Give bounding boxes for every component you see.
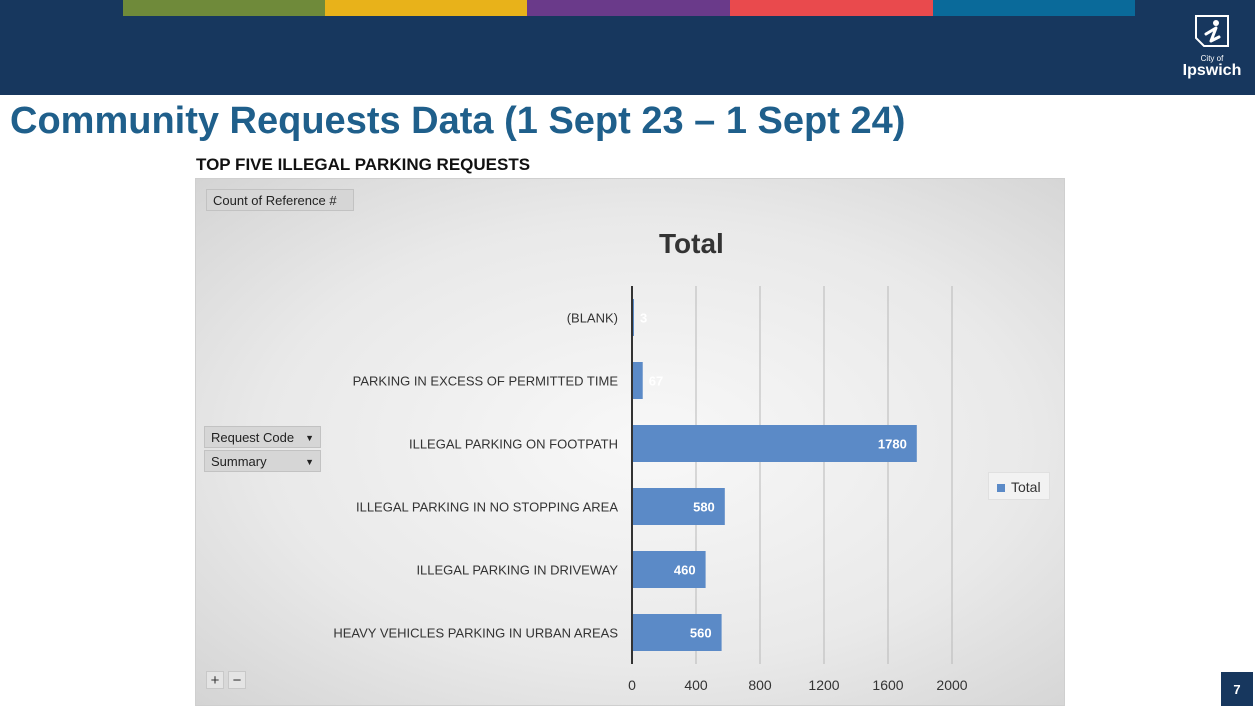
- summary-filter-button[interactable]: Summary ▼: [204, 450, 321, 472]
- x-tick-label: 400: [684, 677, 708, 693]
- request-code-filter-button[interactable]: Request Code ▼: [204, 426, 321, 448]
- category-label: (BLANK): [567, 311, 618, 326]
- x-tick-label: 1600: [872, 677, 903, 693]
- chart-subtitle: TOP FIVE ILLEGAL PARKING REQUESTS: [196, 155, 531, 174]
- bar: [632, 362, 643, 399]
- value-field-label: Count of Reference #: [213, 193, 337, 208]
- header-banner: City of Ipswich: [0, 0, 1255, 95]
- legend-swatch: [997, 484, 1005, 492]
- category-label: ILLEGAL PARKING IN DRIVEWAY: [416, 563, 618, 578]
- data-label: 460: [674, 563, 696, 578]
- collapse-button[interactable]: −: [228, 671, 246, 689]
- legend-label: Total: [1011, 479, 1041, 495]
- page-number: 7: [1221, 672, 1253, 706]
- bar: [632, 425, 917, 462]
- dropdown-arrow-icon: ▼: [305, 457, 314, 467]
- logo-small-text: City of: [1200, 54, 1224, 63]
- logo-i-icon: [1195, 15, 1229, 47]
- color-stripe-3: [527, 0, 730, 16]
- minus-icon: −: [232, 672, 242, 689]
- category-label: ILLEGAL PARKING ON FOOTPATH: [409, 437, 618, 452]
- chart-legend: Total: [988, 472, 1050, 500]
- data-label: 560: [690, 626, 712, 641]
- page-title: Community Requests Data (1 Sept 23 – 1 S…: [10, 100, 906, 142]
- chart-title: Total: [659, 228, 724, 259]
- color-stripe-5: [933, 0, 1135, 16]
- bar: [632, 551, 706, 588]
- request-code-label: Request Code: [211, 430, 295, 445]
- chart-panel: [195, 178, 1065, 706]
- category-label: HEAVY VEHICLES PARKING IN URBAN AREAS: [333, 626, 618, 641]
- x-tick-label: 2000: [936, 677, 967, 693]
- color-stripe-1: [123, 0, 325, 16]
- summary-label: Summary: [211, 454, 267, 469]
- expand-button[interactable]: +: [206, 671, 224, 689]
- city-logo: City of Ipswich: [1178, 14, 1246, 82]
- x-tick-label: 0: [628, 677, 636, 693]
- plus-icon: +: [210, 672, 220, 689]
- category-label: ILLEGAL PARKING IN NO STOPPING AREA: [356, 500, 618, 515]
- value-field-button[interactable]: Count of Reference #: [206, 189, 354, 211]
- x-tick-label: 1200: [808, 677, 839, 693]
- dropdown-arrow-icon: ▼: [305, 433, 314, 443]
- x-tick-label: 800: [748, 677, 772, 693]
- data-label: 1780: [878, 437, 907, 452]
- data-label: 67: [649, 374, 663, 389]
- logo-name: Ipswich: [1182, 62, 1242, 79]
- color-stripe-4: [730, 0, 933, 16]
- bar: [632, 614, 722, 651]
- color-stripe-2: [325, 0, 527, 16]
- data-label: 580: [693, 500, 715, 515]
- bar: [632, 488, 725, 525]
- data-label: 3: [640, 311, 647, 326]
- category-label: PARKING IN EXCESS OF PERMITTED TIME: [353, 374, 619, 389]
